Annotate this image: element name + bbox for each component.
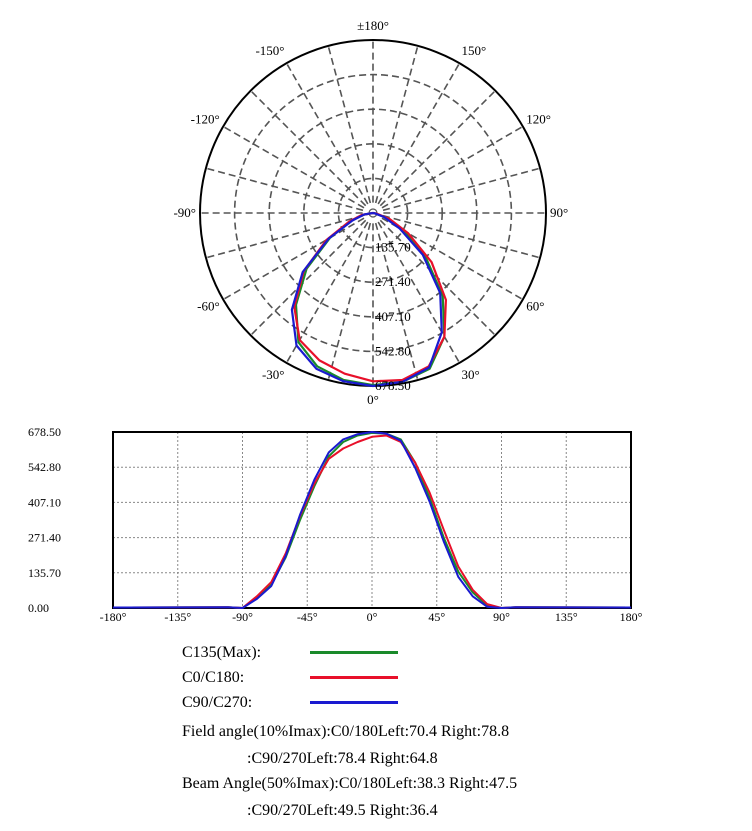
polar-spoke xyxy=(327,45,372,204)
polar-curve-2 xyxy=(290,211,443,388)
polar-angle-label: 0° xyxy=(367,392,379,407)
polar-spoke xyxy=(377,221,461,364)
polar-curves xyxy=(290,211,447,388)
line-series-1 xyxy=(112,434,632,609)
beam-angle-c0-text: Beam Angle(50%Imax):C0/180Left:38.3 Righ… xyxy=(182,775,518,792)
polar-angle-label: -30° xyxy=(262,367,285,382)
polar-angle-label: -120° xyxy=(191,112,220,127)
polar-angle-label: 60° xyxy=(526,299,544,314)
x-tick-label: 90° xyxy=(493,610,510,624)
line-series-2 xyxy=(112,431,632,609)
polar-spoke xyxy=(250,219,367,336)
polar-spoke xyxy=(222,217,365,301)
field-angle-c0-text: Field angle(10%Imax):C0/180Left:70.4 Rig… xyxy=(182,723,510,740)
polar-angle-label: -90° xyxy=(173,205,196,220)
cartesian-grid xyxy=(112,431,632,609)
legend-item-c90: C90/C270: xyxy=(182,690,398,715)
polar-spoke xyxy=(382,167,541,212)
x-tick-label: -90° xyxy=(232,610,253,624)
x-tick-label: 0° xyxy=(367,610,378,624)
polar-radial-label: 678.50 xyxy=(375,378,411,393)
polar-angle-label: 150° xyxy=(462,43,487,58)
legend-label-c135: C135(Max): xyxy=(182,644,262,661)
polar-spoke xyxy=(205,214,364,259)
legend-label-c90: C90/C270: xyxy=(182,694,253,711)
polar-spoke xyxy=(382,214,541,259)
y-tick-label: 407.10 xyxy=(28,495,61,509)
polar-spoke xyxy=(327,222,372,381)
beam-angle-c90-text: :C90/270Left:49.5 Right:36.4 xyxy=(247,802,438,819)
polar-spoke xyxy=(250,90,367,207)
legend-swatch-c135 xyxy=(310,651,398,654)
x-tick-label: -135° xyxy=(164,610,191,624)
polar-angle-label: ±180° xyxy=(357,18,389,33)
legend-label-c0: C0/C180: xyxy=(182,669,245,686)
polar-angle-label: -60° xyxy=(197,299,220,314)
polar-grid xyxy=(199,39,547,387)
y-tick-label: 542.80 xyxy=(28,460,61,474)
cartesian-intensity-chart: -180° -135° -90° -45° 0° 45° 90° 135° 180° 0.00 13… xyxy=(28,425,643,624)
legend: C135(Max): C0/C180: C90/C270: xyxy=(182,640,398,715)
polar-spoke xyxy=(285,62,369,205)
polar-intensity-chart: ±180° 150° 120° 90° 60° 30° 0° -30° -60° -90° -120… xyxy=(173,18,568,407)
x-tick-label: 45° xyxy=(428,610,445,624)
cartesian-labels: -180° -135° -90° -45° 0° 45° 90° 135° 180° 0.00 13… xyxy=(28,425,643,624)
polar-ring xyxy=(233,73,513,353)
x-tick-label: 180° xyxy=(620,610,643,624)
polar-radial-label: 271.40 xyxy=(375,274,411,289)
polar-radial-label: 135.70 xyxy=(375,240,411,255)
polar-spoke xyxy=(222,125,365,209)
polar-spoke xyxy=(377,62,461,205)
polar-angle-label: 90° xyxy=(550,205,568,220)
polar-radial-label: 542.80 xyxy=(375,343,411,358)
y-tick-label: 271.40 xyxy=(28,531,61,545)
polar-labels: ±180° 150° 120° 90° 60° 30° 0° -30° -60° -90° -120… xyxy=(173,18,568,407)
polar-angle-label: 30° xyxy=(462,367,480,382)
x-tick-label: -45° xyxy=(297,610,318,624)
x-tick-label: -180° xyxy=(100,610,127,624)
polar-spoke xyxy=(374,222,419,381)
y-tick-label: 0.00 xyxy=(28,601,49,615)
legend-item-c0: C0/C180: xyxy=(182,665,398,690)
legend-item-c135: C135(Max): xyxy=(182,640,398,665)
polar-radial-label: 407.10 xyxy=(375,309,411,324)
polar-spoke xyxy=(379,90,496,207)
legend-swatch-c90 xyxy=(310,701,398,704)
polar-spoke xyxy=(205,167,364,212)
legend-swatch-c0 xyxy=(310,676,398,679)
polar-spoke xyxy=(381,125,524,209)
polar-curve-1 xyxy=(293,211,447,383)
polar-spoke xyxy=(374,45,419,204)
y-tick-label: 135.70 xyxy=(28,566,61,580)
polar-angle-label: 120° xyxy=(526,112,551,127)
polar-angle-label: -150° xyxy=(255,43,284,58)
field-angle-c90-text: :C90/270Left:78.4 Right:64.8 xyxy=(247,750,438,767)
cartesian-curves xyxy=(112,431,632,609)
x-tick-label: 135° xyxy=(555,610,578,624)
y-tick-label: 678.50 xyxy=(28,425,61,439)
